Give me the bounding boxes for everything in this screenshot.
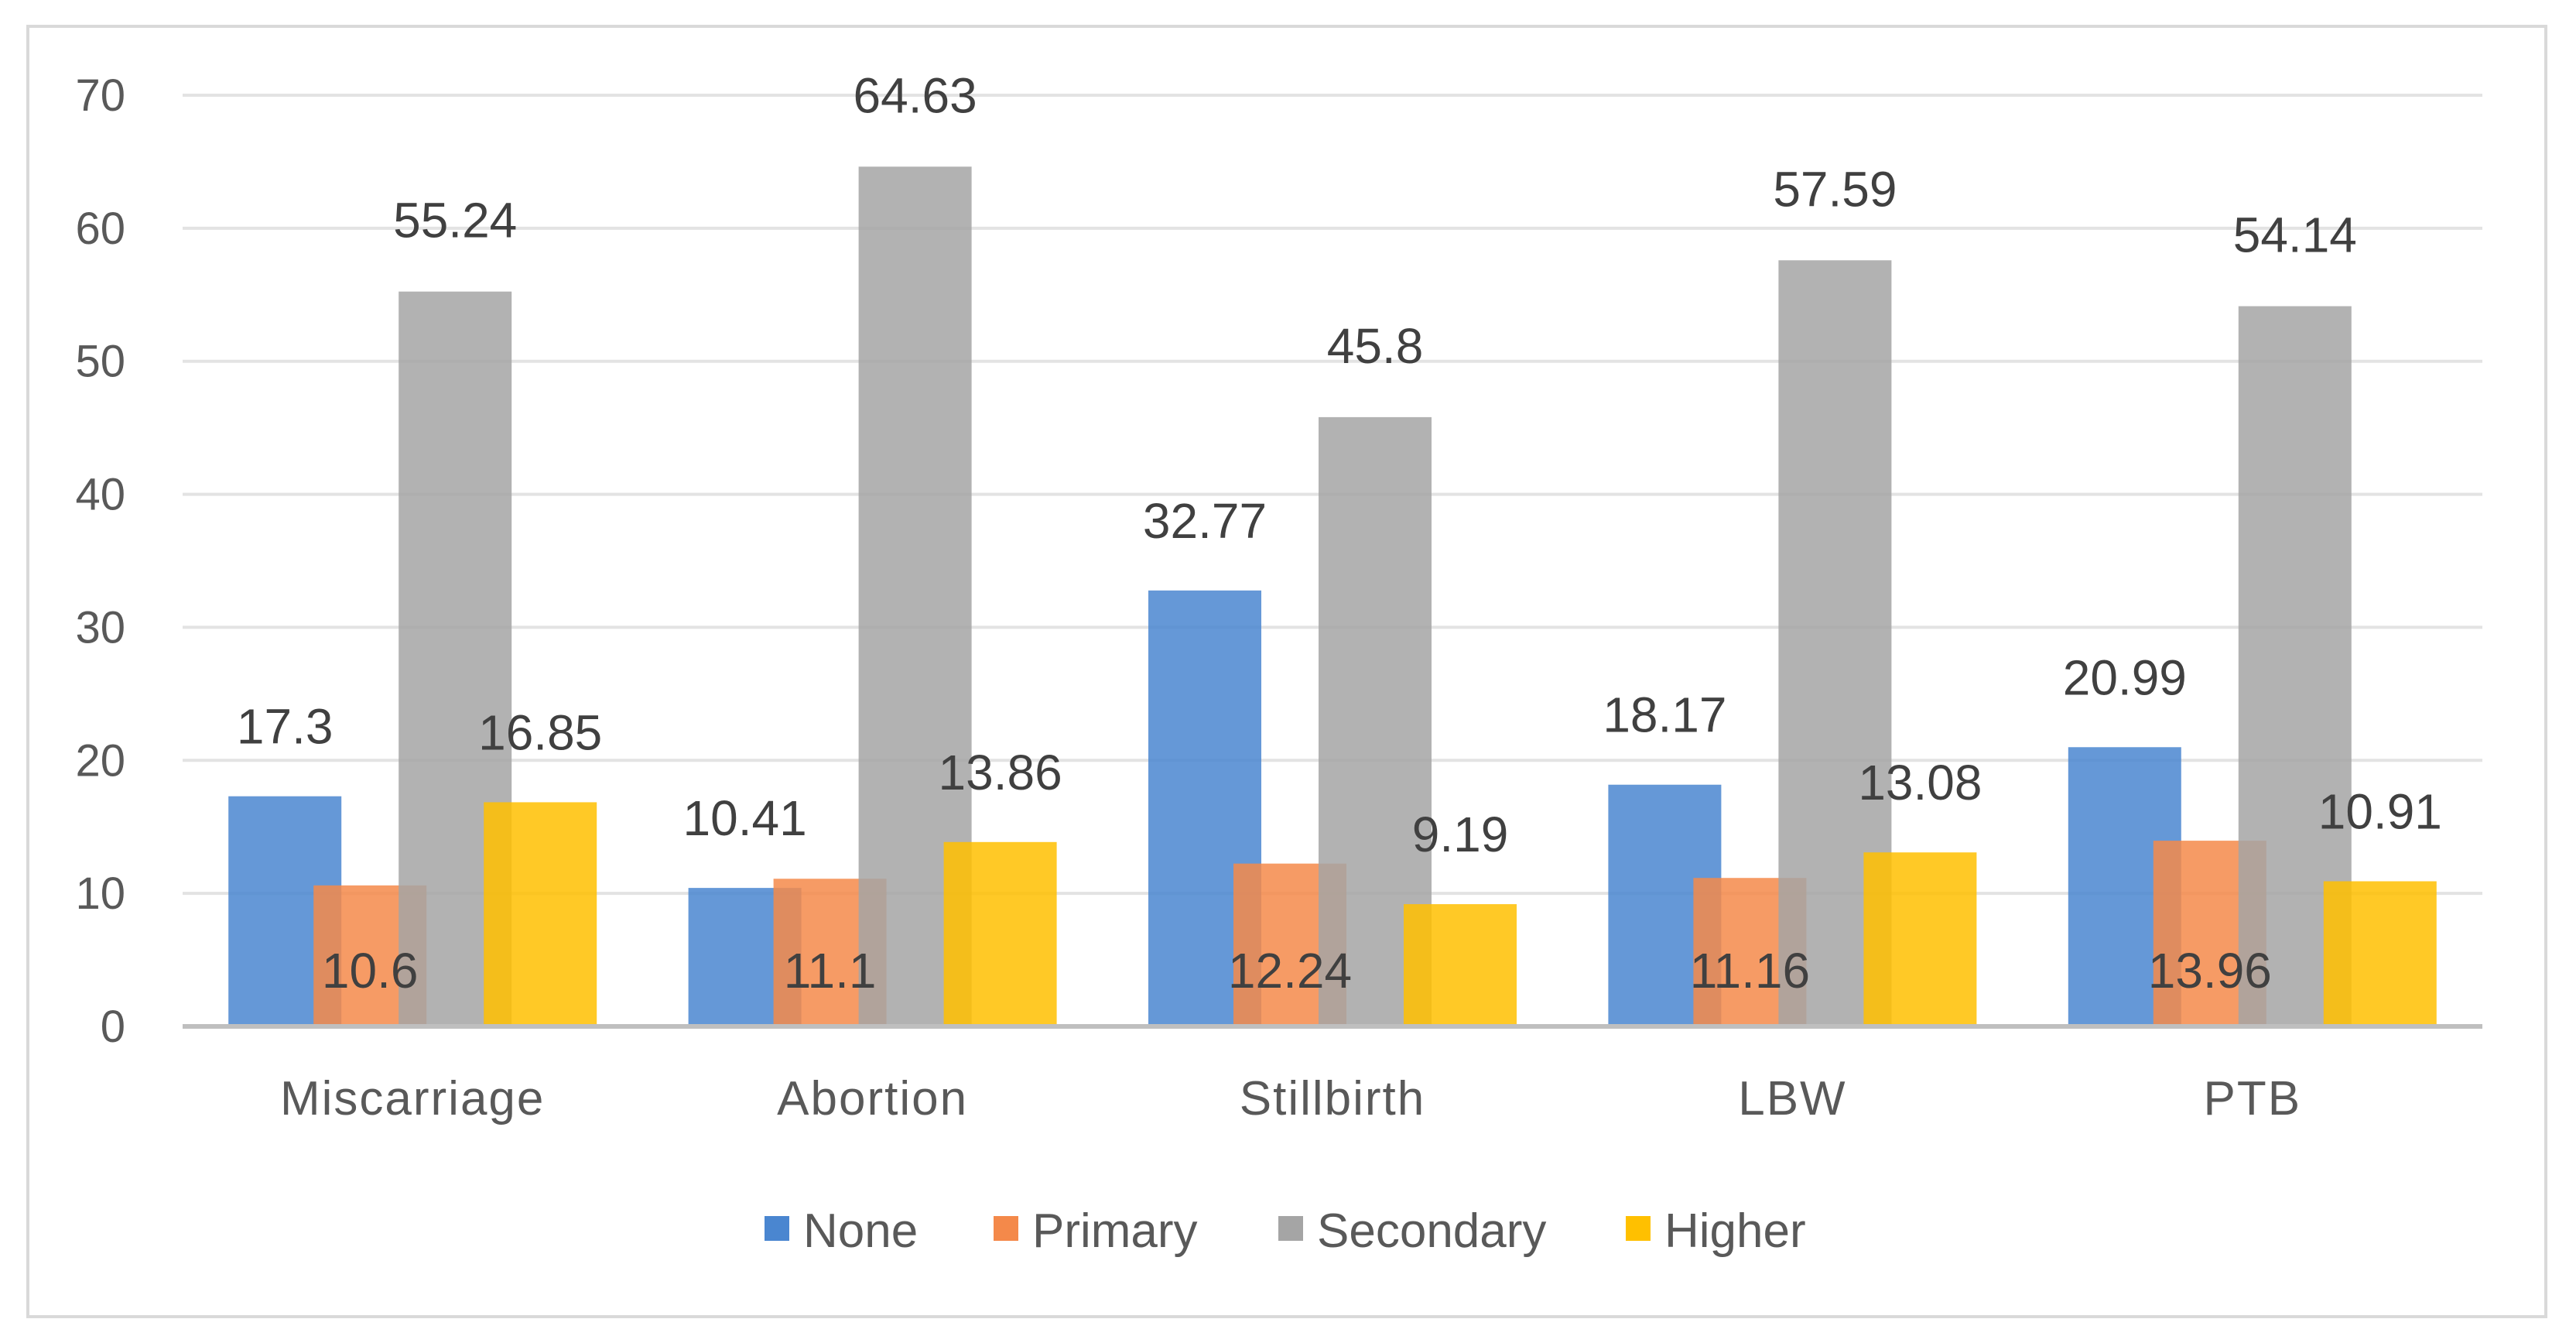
y-tick-label: 40: [75, 470, 125, 520]
legend: None Primary Secondary Higher: [765, 1204, 1806, 1258]
data-label: 13.08: [1858, 755, 1982, 810]
data-label: 13.86: [939, 745, 1062, 800]
y-tick-label: 20: [75, 735, 125, 786]
y-tick-label: 0: [101, 1002, 125, 1052]
legend-swatch-secondary: [1278, 1216, 1303, 1241]
y-tick-label: 70: [75, 70, 125, 121]
data-label: 32.77: [1143, 493, 1267, 549]
data-label: 55.24: [393, 193, 517, 248]
data-labels: 17.3 10.6 55.24 16.85 10.41 11.1 64.63 13.86 32.…: [237, 67, 2442, 999]
data-label: 17.3: [237, 699, 334, 755]
legend-swatch-higher: [1626, 1216, 1651, 1241]
y-tick-label: 60: [75, 204, 125, 254]
category-labels: Miscarriage Abortion Stillbirth LBW PTB: [280, 1072, 2302, 1125]
bar-higher-abortion: [943, 841, 1057, 1026]
bar-higher-lbw: [1863, 852, 1977, 1026]
legend-swatch-primary: [994, 1216, 1018, 1241]
data-label: 16.85: [478, 704, 602, 760]
category-label: LBW: [1738, 1072, 1846, 1125]
data-label: 11.1: [784, 943, 877, 999]
category-label: Miscarriage: [280, 1072, 545, 1125]
bar-higher-stillbirth: [1404, 904, 1517, 1026]
data-label: 11.16: [1690, 943, 1810, 999]
data-label: 54.14: [2233, 207, 2357, 263]
data-label: 18.17: [1603, 687, 1726, 743]
legend-label-none: None: [803, 1204, 918, 1258]
legend-label-primary: Primary: [1032, 1204, 1198, 1258]
data-label: 57.59: [1773, 161, 1897, 217]
data-label: 10.91: [2318, 784, 2442, 840]
y-axis-ticks: 0 10 20 30 40 50 60 70: [75, 70, 125, 1052]
bar-higher-miscarriage: [484, 802, 597, 1026]
y-tick-label: 50: [75, 337, 125, 387]
data-label: 20.99: [2063, 649, 2187, 705]
data-label: 10.6: [322, 943, 419, 999]
data-label: 64.63: [854, 67, 977, 123]
data-label: 13.96: [2148, 943, 2272, 999]
legend-swatch-none: [765, 1216, 789, 1241]
bar-higher-ptb: [2323, 881, 2437, 1026]
data-label: 10.41: [683, 790, 807, 846]
category-label: PTB: [2204, 1072, 2302, 1125]
data-label: 9.19: [1412, 807, 1509, 862]
category-label: Abortion: [777, 1072, 968, 1125]
data-label: 12.24: [1228, 943, 1352, 999]
data-label: 45.8: [1327, 318, 1424, 374]
y-tick-label: 10: [75, 868, 125, 919]
bars: [228, 166, 2437, 1026]
y-tick-label: 30: [75, 602, 125, 653]
category-label: Stillbirth: [1240, 1072, 1426, 1125]
legend-label-secondary: Secondary: [1317, 1204, 1546, 1258]
legend-label-higher: Higher: [1664, 1204, 1806, 1258]
